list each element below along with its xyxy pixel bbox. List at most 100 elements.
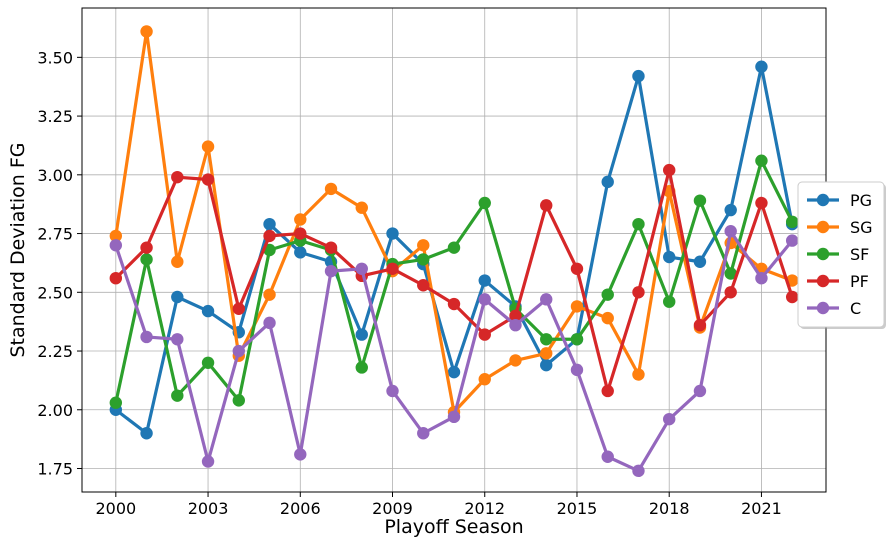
data-point [201, 173, 215, 186]
x-tick-label: 2006 [280, 499, 321, 518]
data-point [724, 203, 737, 217]
data-point [140, 330, 153, 344]
data-point [755, 154, 768, 167]
data-point [570, 333, 584, 346]
data-point [171, 255, 184, 268]
data-point [693, 318, 707, 332]
data-point [263, 316, 276, 330]
data-point [693, 255, 707, 268]
data-point [232, 302, 245, 315]
x-tick-label: 2015 [557, 499, 598, 518]
x-axis-label: Playoff Season [384, 516, 523, 538]
x-tick-label: 2012 [464, 499, 505, 518]
data-point [632, 464, 645, 478]
data-point [417, 239, 430, 252]
series-c [109, 225, 799, 478]
legend-swatch-marker [816, 247, 830, 261]
legend-label: SF [850, 245, 869, 264]
data-point [263, 229, 276, 243]
data-point [386, 227, 399, 240]
y-tick-label: 3.00 [37, 166, 73, 185]
x-tick-label: 2003 [188, 499, 229, 518]
data-point [294, 448, 307, 461]
y-axis-label: Standard Deviation FG [7, 142, 29, 357]
legend: PG SG SF PF C [797, 181, 886, 329]
data-point [540, 333, 553, 346]
data-point [171, 290, 184, 304]
data-point [724, 286, 737, 299]
data-point [755, 196, 768, 210]
data-point [540, 199, 553, 212]
data-point [201, 140, 215, 153]
data-point [632, 69, 645, 83]
data-point [417, 253, 430, 266]
y-tick-label: 2.25 [37, 342, 73, 361]
data-point [417, 279, 430, 292]
data-point [785, 290, 799, 304]
data-point [570, 363, 584, 377]
data-point [201, 455, 215, 468]
data-point [478, 373, 491, 386]
legend-label: PF [850, 272, 869, 291]
y-tick-label: 3.25 [37, 107, 73, 126]
data-point [663, 163, 676, 177]
data-point [386, 262, 399, 275]
x-tick-label: 2018 [649, 499, 690, 518]
data-point [478, 196, 491, 210]
series-pf [109, 163, 799, 398]
data-point [171, 333, 184, 346]
y-tick-label: 2.75 [37, 225, 73, 244]
data-point [601, 175, 614, 189]
data-point [109, 271, 123, 285]
data-point [570, 262, 584, 275]
data-point [785, 215, 799, 229]
data-point [232, 344, 245, 358]
data-point [355, 361, 368, 374]
legend-label: SG [850, 218, 873, 237]
legend-swatch-marker [816, 274, 830, 288]
data-point [294, 213, 307, 226]
legend-swatch-marker [816, 301, 830, 315]
data-point [324, 182, 338, 196]
data-point [663, 295, 676, 308]
data-point [632, 286, 645, 299]
data-point [140, 25, 153, 38]
data-point [417, 427, 430, 440]
data-point [724, 267, 737, 280]
data-point [109, 229, 123, 243]
data-point [201, 304, 215, 318]
data-point [447, 241, 461, 254]
y-tick-label: 2.50 [37, 283, 73, 302]
data-point [755, 60, 768, 73]
legend-swatch-marker [816, 193, 830, 207]
data-point [570, 300, 584, 313]
data-point [201, 356, 215, 369]
y-tick-label: 3.50 [37, 48, 73, 67]
data-point [632, 368, 645, 381]
data-point [632, 217, 645, 231]
x-tick-label: 2000 [95, 499, 136, 518]
data-point [140, 241, 153, 254]
data-point [478, 328, 491, 341]
x-tick-label: 2021 [741, 499, 782, 518]
data-point [601, 311, 614, 325]
data-point [601, 384, 614, 398]
data-point [447, 365, 461, 379]
legend-box [797, 181, 885, 328]
data-point [263, 288, 276, 301]
grid [82, 8, 826, 492]
data-point [447, 410, 461, 424]
data-point [324, 241, 338, 254]
data-point [509, 354, 522, 367]
data-point [109, 239, 123, 252]
data-point [693, 194, 707, 207]
data-point [509, 309, 522, 322]
x-tick-label: 2009 [372, 499, 413, 518]
data-point [355, 262, 368, 275]
data-point [601, 288, 614, 301]
data-point [663, 412, 676, 426]
legend-swatch-marker [816, 220, 830, 234]
data-point [263, 217, 276, 231]
data-point [355, 328, 368, 341]
data-point [140, 427, 153, 440]
